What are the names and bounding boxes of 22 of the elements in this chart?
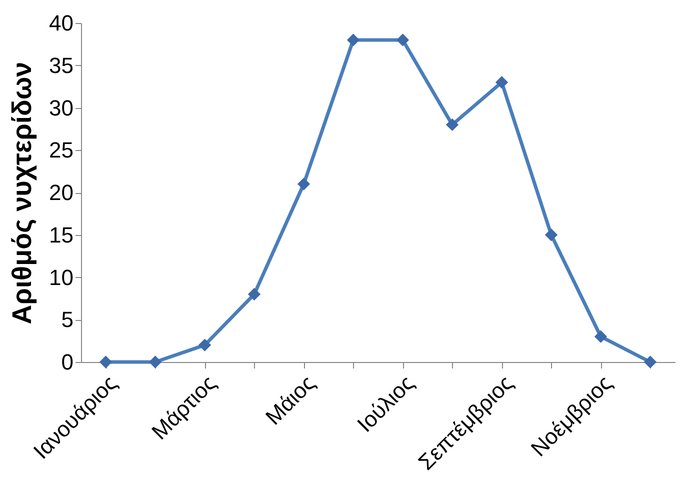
y-tick-label: 30 bbox=[49, 95, 74, 120]
point bbox=[99, 356, 112, 368]
y-tick-label: 20 bbox=[49, 180, 74, 205]
y-tick-label: 35 bbox=[49, 52, 74, 78]
point bbox=[396, 34, 410, 46]
point bbox=[248, 288, 261, 301]
y-axis-title: Αριθμός νυχτερίδων bbox=[7, 62, 38, 324]
point bbox=[594, 330, 608, 343]
y-tick-label: 5 bbox=[61, 307, 74, 332]
point bbox=[644, 356, 657, 368]
y-tick-label: 15 bbox=[49, 222, 74, 248]
point bbox=[198, 338, 212, 352]
point bbox=[544, 228, 558, 242]
y-tick-label: 10 bbox=[49, 264, 74, 290]
point bbox=[446, 118, 459, 132]
y-tick-label: 40 bbox=[49, 10, 74, 36]
point bbox=[148, 356, 162, 368]
y-tick-label: 25 bbox=[49, 138, 74, 163]
y-tick-label: 0 bbox=[61, 350, 74, 374]
point bbox=[495, 76, 508, 89]
point bbox=[297, 178, 310, 190]
point bbox=[346, 34, 360, 46]
